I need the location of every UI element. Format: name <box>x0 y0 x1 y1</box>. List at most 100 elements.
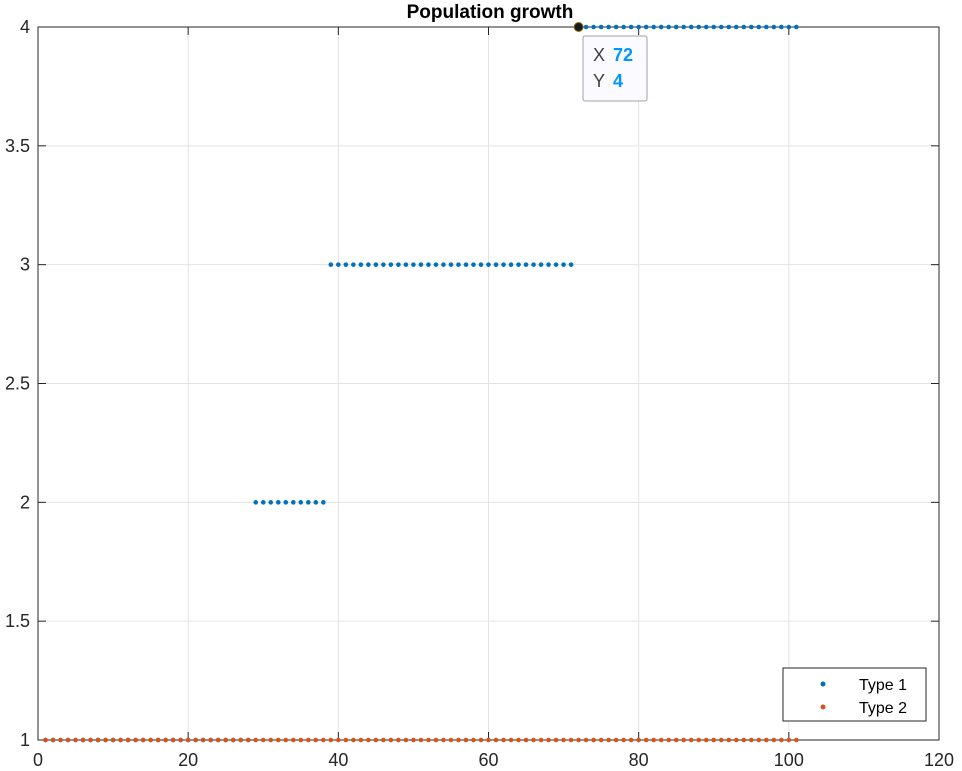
data-point[interactable] <box>786 24 792 30</box>
data-point[interactable] <box>779 737 784 743</box>
data-point[interactable] <box>133 737 138 743</box>
data-point[interactable] <box>561 262 566 267</box>
data-point[interactable] <box>418 262 424 267</box>
data-point[interactable] <box>403 262 409 267</box>
data-point[interactable] <box>546 737 551 743</box>
data-point[interactable] <box>673 737 679 743</box>
data-point[interactable] <box>478 262 484 267</box>
data-point[interactable] <box>418 737 424 743</box>
data-point[interactable] <box>343 737 349 743</box>
data-point[interactable] <box>666 737 671 743</box>
data-point[interactable] <box>696 737 702 743</box>
data-point[interactable] <box>88 737 93 743</box>
data-point[interactable] <box>568 262 574 267</box>
data-point[interactable] <box>771 24 777 30</box>
data-point[interactable] <box>508 737 514 743</box>
data-point[interactable] <box>658 24 664 30</box>
data-point[interactable] <box>598 737 604 743</box>
data-point[interactable] <box>366 737 371 743</box>
data-point[interactable] <box>456 262 461 267</box>
data-point[interactable] <box>328 262 334 267</box>
data-point[interactable] <box>561 737 566 743</box>
data-point[interactable] <box>148 737 153 743</box>
data-point[interactable] <box>696 24 702 30</box>
data-point[interactable] <box>343 262 349 267</box>
data-point[interactable] <box>508 262 514 267</box>
data-point[interactable] <box>681 24 687 30</box>
data-point[interactable] <box>471 737 476 743</box>
data-point[interactable] <box>463 737 469 743</box>
data-point[interactable] <box>613 737 619 743</box>
data-point[interactable] <box>283 500 289 505</box>
data-point[interactable] <box>523 262 529 267</box>
data-point[interactable] <box>456 737 461 743</box>
data-point[interactable] <box>373 737 379 743</box>
data-point[interactable] <box>576 737 581 743</box>
data-point[interactable] <box>606 737 611 743</box>
data-point[interactable] <box>748 737 754 743</box>
data-point[interactable] <box>298 500 304 505</box>
data-point[interactable] <box>125 737 131 743</box>
data-point[interactable] <box>741 737 747 743</box>
data-point[interactable] <box>471 262 476 267</box>
data-point[interactable] <box>426 262 431 267</box>
data-point[interactable] <box>351 262 356 267</box>
data-point[interactable] <box>118 737 123 743</box>
datatip-anchor-marker[interactable] <box>573 22 584 32</box>
data-point[interactable] <box>538 737 544 743</box>
data-point[interactable] <box>283 737 289 743</box>
data-point[interactable] <box>501 737 506 743</box>
data-point[interactable] <box>711 737 717 743</box>
data-point[interactable] <box>306 500 311 505</box>
data-point[interactable] <box>523 737 529 743</box>
data-point[interactable] <box>688 24 694 30</box>
data-point[interactable] <box>748 24 754 30</box>
data-point[interactable] <box>155 737 161 743</box>
data-point[interactable] <box>238 737 244 743</box>
data-point[interactable] <box>486 262 491 267</box>
data-point[interactable] <box>351 737 356 743</box>
data-point[interactable] <box>553 262 559 267</box>
data-point[interactable] <box>403 737 409 743</box>
data-point[interactable] <box>336 262 341 267</box>
data-point[interactable] <box>703 737 709 743</box>
data-point[interactable] <box>185 737 191 743</box>
data-point[interactable] <box>628 24 634 30</box>
data-point[interactable] <box>328 737 334 743</box>
data-point[interactable] <box>58 737 63 743</box>
data-point[interactable] <box>718 737 724 743</box>
data-point[interactable] <box>643 24 649 30</box>
data-point[interactable] <box>298 737 304 743</box>
data-point[interactable] <box>163 737 168 743</box>
data-point[interactable] <box>553 737 559 743</box>
data-point[interactable] <box>583 24 589 30</box>
data-point[interactable] <box>764 737 769 743</box>
data-point[interactable] <box>95 737 101 743</box>
data-point[interactable] <box>493 737 499 743</box>
data-point[interactable] <box>621 737 626 743</box>
data-point[interactable] <box>493 262 499 267</box>
data-point[interactable] <box>651 737 656 743</box>
data-point[interactable] <box>268 737 274 743</box>
data-point[interactable] <box>65 737 71 743</box>
data-point[interactable] <box>583 737 589 743</box>
data-point[interactable] <box>636 737 641 743</box>
data-point[interactable] <box>756 737 762 743</box>
data-point[interactable] <box>268 500 274 505</box>
data-point[interactable] <box>546 262 551 267</box>
data-point[interactable] <box>591 24 596 30</box>
data-point[interactable] <box>448 262 454 267</box>
data-point[interactable] <box>275 500 281 505</box>
data-point[interactable] <box>388 737 394 743</box>
data-point[interactable] <box>388 262 394 267</box>
data-point[interactable] <box>290 737 296 743</box>
data-point[interactable] <box>73 737 78 743</box>
data-point[interactable] <box>396 737 401 743</box>
data-point[interactable] <box>290 500 296 505</box>
data-point[interactable] <box>306 737 311 743</box>
data-point[interactable] <box>448 737 454 743</box>
data-point[interactable] <box>794 737 799 743</box>
data-point[interactable] <box>711 24 717 30</box>
data-point[interactable] <box>628 737 634 743</box>
data-point[interactable] <box>260 737 266 743</box>
